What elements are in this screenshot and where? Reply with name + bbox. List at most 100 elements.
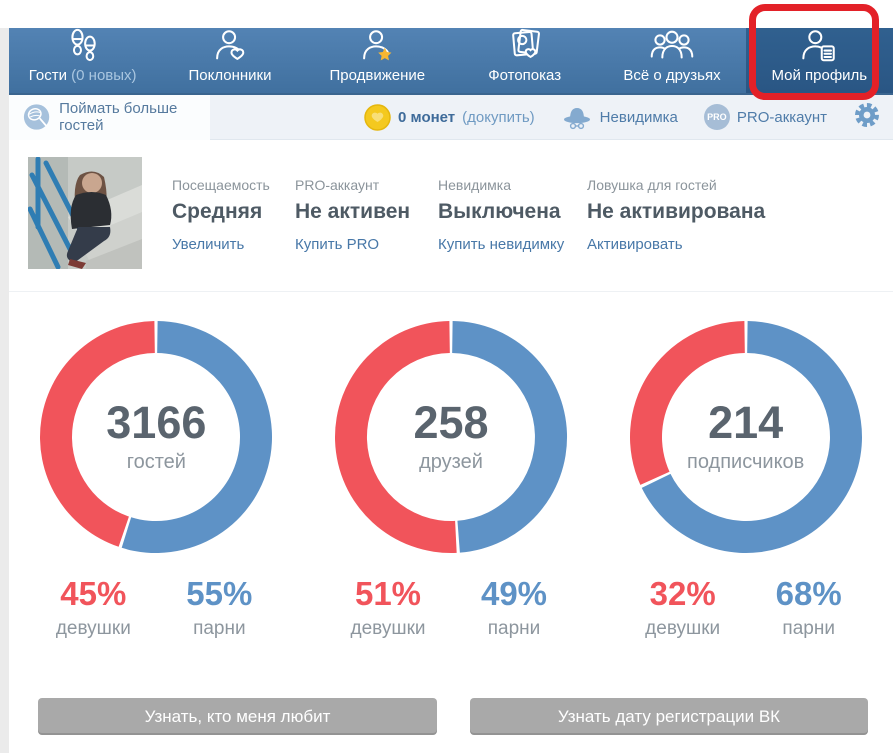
invisible-mode-group[interactable]: Невидимка — [561, 104, 678, 130]
admirer-heart-icon — [216, 30, 245, 61]
guests-boys-block: 55% парни — [180, 577, 258, 640]
tab-my-profile-label: Мой профиль — [771, 67, 868, 84]
guests-girls-pct: 45% — [60, 575, 127, 612]
followers-girls-block: 32% девушки — [644, 577, 722, 640]
donut-slice-girls — [334, 321, 457, 553]
avatar-photo — [28, 157, 142, 269]
stat-pro-action-link[interactable]: Купить PRO — [295, 236, 380, 253]
invisible-mode-label: Невидимка — [599, 108, 678, 126]
stat-guest-trap-action-link[interactable]: Активировать — [587, 236, 683, 253]
friends-boys-block: 49% парни — [475, 577, 553, 640]
who-loves-me-button[interactable]: Узнать, кто меня любит — [38, 698, 437, 735]
audience-charts: 3166 гостей 45% девушки 55% парни 258 др… — [9, 291, 893, 640]
stat-visits: Посещаемость Средняя Увеличить — [172, 177, 270, 253]
tab-admirers-label: Поклонники — [188, 67, 272, 84]
photoshow-icon — [511, 28, 540, 59]
donut-slice-boys — [641, 321, 862, 553]
guests-boys-pct: 55% — [186, 575, 253, 612]
catch-more-guests-tab[interactable]: Поймать больше гостей — [9, 94, 210, 140]
coins-buy-link[interactable]: (докупить) — [462, 108, 535, 126]
coin-icon — [364, 103, 391, 131]
tab-friends-label: Всё о друзьях — [623, 67, 721, 84]
donut-slice-girls — [40, 321, 156, 547]
guests-girls-label: девушки — [55, 618, 131, 639]
stat-invisible-label: Невидимка — [438, 177, 511, 193]
guests-donut-center: 3166 гостей — [38, 319, 274, 555]
tab-photoshow-label: Фотопоказ — [488, 67, 562, 84]
profile-card-icon — [802, 30, 836, 62]
followers-count-label: подписчиков — [687, 451, 805, 473]
tab-guests-label: Гости (0 новых) — [29, 67, 137, 84]
tab-guests[interactable]: Гости (0 новых) — [9, 28, 156, 93]
stat-invisible-action-link[interactable]: Купить невидимку — [438, 236, 565, 253]
registration-date-button[interactable]: Узнать дату регистрации ВК — [470, 698, 868, 735]
invisible-hat-icon — [563, 108, 590, 130]
tab-guests-new-count: (0 новых) — [71, 67, 137, 84]
friends-donut-center: 258 друзей — [333, 319, 569, 555]
followers-donut: 214 подписчиков — [628, 319, 864, 555]
friends-donut: 258 друзей — [333, 319, 569, 555]
gear-icon — [855, 103, 879, 127]
stat-pro: PRO-аккаунт Не активен Купить PRO — [295, 177, 410, 253]
friends-girls-block: 51% девушки — [349, 577, 427, 640]
tab-guests-text: Гости — [28, 67, 67, 84]
friends-group-icon — [650, 30, 694, 59]
friends-girls-pct: 51% — [354, 575, 422, 612]
page-left-margin — [0, 28, 9, 753]
followers-boys-block: 68% парни — [770, 577, 848, 640]
guest-net-icon — [23, 104, 50, 130]
pro-account-label: PRO-аккаунт — [736, 108, 827, 126]
stat-invisible: Невидимка Выключена Купить невидимку — [438, 177, 564, 253]
friends-boys-pct: 49% — [480, 575, 548, 612]
friends-count: 258 — [413, 397, 489, 448]
tab-admirers[interactable]: Поклонники — [156, 28, 303, 93]
stat-pro-value: Не активен — [295, 200, 411, 223]
tab-photoshow[interactable]: Фотопоказ — [451, 28, 598, 93]
coins-count: 0 монет — [398, 108, 456, 126]
stat-visits-action-link[interactable]: Увеличить — [172, 236, 245, 253]
stat-visits-label: Посещаемость — [172, 177, 270, 193]
profile-summary: Посещаемость Средняя Увеличить PRO-аккау… — [9, 141, 893, 291]
followers-chart: 214 подписчиков 32% девушки 68% парни — [598, 292, 893, 640]
donut-slice-boys — [452, 321, 568, 553]
promotion-star-icon — [363, 30, 392, 61]
stat-guest-trap-value: Не активирована — [587, 200, 766, 223]
bottom-actions: Узнать, кто меня любит Узнать дату регис… — [9, 698, 893, 735]
friends-donut-chart — [334, 321, 568, 553]
pro-account-group[interactable]: PRO PRO-аккаунт — [703, 104, 827, 130]
avatar[interactable] — [28, 157, 142, 269]
settings-button[interactable] — [853, 101, 881, 133]
footprints-icon — [71, 28, 96, 62]
followers-girls-pct: 32% — [649, 575, 716, 612]
followers-count: 214 — [708, 397, 784, 448]
stat-guest-trap-label: Ловушка для гостей — [587, 177, 717, 193]
guests-girls-block: 45% девушки — [54, 577, 132, 640]
pro-badge-icon: PRO — [703, 104, 730, 130]
tab-promotion[interactable]: Продвижение — [304, 28, 451, 93]
friends-chart: 258 друзей 51% девушки 49% парни — [304, 292, 599, 640]
stat-visits-value: Средняя — [172, 200, 263, 223]
guests-donut-chart — [40, 321, 273, 553]
followers-donut-chart — [629, 321, 862, 553]
tab-friends[interactable]: Всё о друзьях — [598, 28, 745, 93]
followers-boys-label: парни — [782, 618, 835, 639]
guests-percentages: 45% девушки 55% парни — [54, 577, 258, 640]
guests-count-label: гостей — [126, 451, 186, 473]
friends-percentages: 51% девушки 49% парни — [349, 577, 553, 640]
donut-slice-boys — [122, 321, 273, 553]
followers-girls-label: девушки — [645, 618, 721, 639]
tab-promotion-label: Продвижение — [329, 67, 426, 84]
tab-my-profile[interactable]: Мой профиль — [745, 28, 893, 93]
guests-boys-label: парни — [193, 618, 246, 639]
guests-count: 3166 — [106, 397, 207, 448]
friends-girls-label: девушки — [350, 618, 426, 639]
stat-guest-trap: Ловушка для гостей Не активирована Актив… — [587, 177, 765, 253]
followers-donut-center: 214 подписчиков — [628, 319, 864, 555]
stat-pro-label: PRO-аккаунт — [295, 177, 380, 193]
guests-chart: 3166 гостей 45% девушки 55% парни — [9, 292, 304, 640]
friends-boys-label: парни — [487, 618, 541, 639]
followers-boys-pct: 68% — [775, 575, 842, 612]
stat-invisible-value: Выключена — [438, 200, 561, 223]
top-nav: Гости (0 новых) Поклонники Продвижение Ф… — [9, 28, 893, 95]
friends-count-label: друзей — [419, 451, 483, 473]
